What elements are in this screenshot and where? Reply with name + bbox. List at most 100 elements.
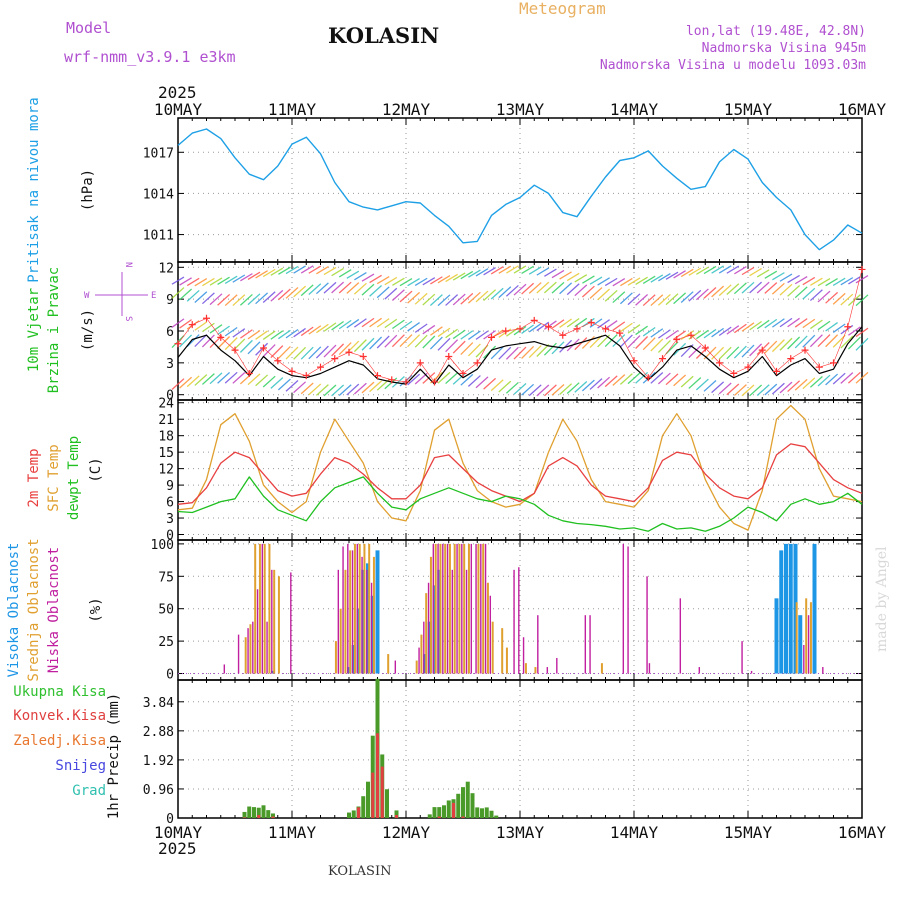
wind-barb [772,272,785,281]
wind-title-1: 10m Vjetar [26,288,42,372]
wind-barb [733,345,747,359]
wind-barb [331,281,345,294]
cloud-label-mid: Srednja Oblacnost [26,538,42,681]
cloud-mid-bar [268,543,271,674]
precip-frame [177,679,863,819]
wind-barb [316,323,329,334]
wind-barb [696,266,709,275]
wind-panel: 0 3 6 9 12 10m Vjetar Brzina i Pravac (m/s) [26,261,869,404]
cloud-mid-bar [600,663,603,674]
wind-barb [597,277,610,286]
x-label-top: 15MAY [724,100,773,119]
wind-barb [794,378,808,391]
wind-barb [194,291,208,304]
wind-barb [194,334,208,348]
wind-barb [506,265,519,274]
cloud-mid-bar [458,543,461,674]
wind-barb [445,294,459,306]
wind-barb [787,274,800,284]
wind-barb [718,346,732,360]
wind-barb [559,282,573,295]
precip-total-bar [494,815,499,818]
wind-barb [209,324,223,334]
precip-total-bar [242,811,247,818]
cloud-mid-bar [486,582,489,674]
wind-barb [528,323,542,333]
wind-barb [521,345,535,359]
wind-barb [696,329,709,340]
cloud-low-bar [370,582,373,674]
wind-barb [680,268,694,278]
precip-ylabel: 1hr Precip (mm) [106,693,122,819]
x-label-bottom: 13MAY [496,823,545,842]
temp-ytick-label: 0 [166,529,174,544]
cloud-low-bar [750,670,753,674]
wind-barb [376,335,390,349]
cloud-low-bar [807,615,810,674]
precip-total-bar [480,808,484,818]
x-label-bottom: 12MAY [382,823,431,842]
cloud-mid-bar [439,543,442,674]
precip-total-bar [256,807,261,818]
cloud-low-bar [446,543,449,674]
precip-total-bar [475,807,480,818]
wind-barb [741,322,755,332]
cloud-low-bar [223,664,226,674]
wind-barb [224,337,238,351]
pressure-ylabel: (hPa) [80,169,96,211]
wind-barb [429,294,443,306]
wind-barb [270,330,284,340]
precip-conv-bar [357,807,360,818]
wind-barb [505,284,519,297]
wind-barb [794,318,808,328]
cloud-low-bar [237,634,240,674]
wind-barb [239,293,253,306]
cloud-mid-bar [501,628,504,674]
cloud-low-bar [342,546,344,674]
wind-barb [635,336,649,349]
wind-barb [673,292,687,305]
cloud-mid-bar [415,660,418,674]
wind-barb [855,294,869,307]
cloud-mid-bar [358,543,361,674]
wind-gust-marker [174,340,182,348]
wind-barb [597,319,610,329]
wind-barb [582,275,595,284]
wind-barb [665,373,679,386]
wind-barb [718,265,732,274]
wind-barb [391,376,405,388]
wind-barb [179,376,193,389]
x-label-bottom: 16MAY [838,823,887,842]
wind-barb [635,293,649,306]
precip-legend-2: Zaledj.Kisa [13,733,106,749]
cloud-mid-bar [524,663,527,674]
wind-barb [422,277,436,286]
wind-barb [536,267,550,276]
wind-barb [452,272,466,281]
wind-barb [650,328,664,338]
wind-barb [293,265,306,274]
wind-barb [513,283,527,296]
wind-barb [308,325,322,335]
cloud-high-bar [784,543,788,674]
wind-barb [262,268,276,278]
wind-barb [239,339,253,353]
wind-barb [399,290,413,303]
wind-ytick-label: 3 [166,357,174,372]
wind-barb [293,346,307,360]
wind-barb [528,282,542,294]
precip-panel: 0.96 1.92 2.88 3.84 0 Ukupna Kisa Konvek.Kisa Z… [13,678,863,827]
cloud-low-bar [290,572,292,674]
precip-ytick-label: 2.88 [143,725,174,740]
wind-barb [475,268,489,277]
wind-barb [490,287,504,300]
wind-barb [437,371,451,384]
cloud-low-bar [546,667,549,674]
wind-barb [848,276,861,285]
wind-barb [209,372,223,385]
cloud-low-bar [480,543,482,674]
wind-barb [240,273,253,282]
compass-east: E [151,291,156,301]
wind-barb [262,375,276,388]
wind-barb [802,334,816,348]
